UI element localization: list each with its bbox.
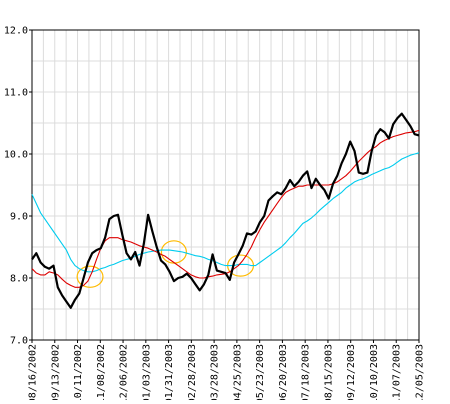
x-tick-label: 06/20/2003 bbox=[278, 344, 289, 400]
x-tick-label: 02/28/2003 bbox=[187, 344, 198, 400]
x-axis: 08/16/2002 09/13/2002 10/11/2002 11/08/2002… bbox=[28, 340, 426, 404]
grid bbox=[31, 29, 420, 341]
series-line-cyan bbox=[31, 152, 420, 273]
x-tick-label: 10/10/2003 bbox=[369, 344, 380, 400]
series-line-black bbox=[31, 112, 420, 309]
y-tick-label: 7.0 bbox=[10, 336, 28, 347]
y-tick-label: 12.0 bbox=[4, 26, 28, 37]
y-tick-label: 9.0 bbox=[10, 212, 28, 223]
series-lines bbox=[31, 112, 420, 309]
x-tick-label: 11/07/2003 bbox=[392, 344, 403, 400]
x-tick-label: 01/03/2003 bbox=[141, 344, 152, 400]
x-tick-label: 03/28/2003 bbox=[210, 344, 221, 400]
x-tick-label: 09/13/2002 bbox=[50, 344, 61, 400]
y-tick-label: 10.0 bbox=[4, 150, 28, 161]
y-tick-label: 8.0 bbox=[10, 274, 28, 285]
x-tick-label: 07/18/2003 bbox=[301, 344, 312, 400]
x-tick-label: 11/08/2002 bbox=[96, 344, 107, 400]
x-tick-label: 10/11/2002 bbox=[73, 344, 84, 400]
x-tick-label: 05/23/2003 bbox=[255, 344, 266, 400]
y-tick-label: 11.0 bbox=[4, 88, 28, 99]
x-tick-label: 12/05/2003 bbox=[415, 344, 426, 400]
x-tick-label: 01/31/2003 bbox=[164, 344, 175, 400]
x-tick-label: 09/12/2003 bbox=[346, 344, 357, 400]
plot-frame bbox=[31, 29, 420, 341]
x-tick-label: 08/16/2002 bbox=[28, 344, 39, 400]
y-axis: 7.0 8.0 9.0 10.0 11.0 12.0 bbox=[4, 26, 32, 347]
x-tick-label: 12/06/2002 bbox=[119, 344, 130, 400]
highlight-ellipse bbox=[76, 265, 104, 288]
x-tick-label: 08/15/2003 bbox=[323, 344, 334, 400]
x-tick-label: 04/25/2003 bbox=[232, 344, 243, 400]
